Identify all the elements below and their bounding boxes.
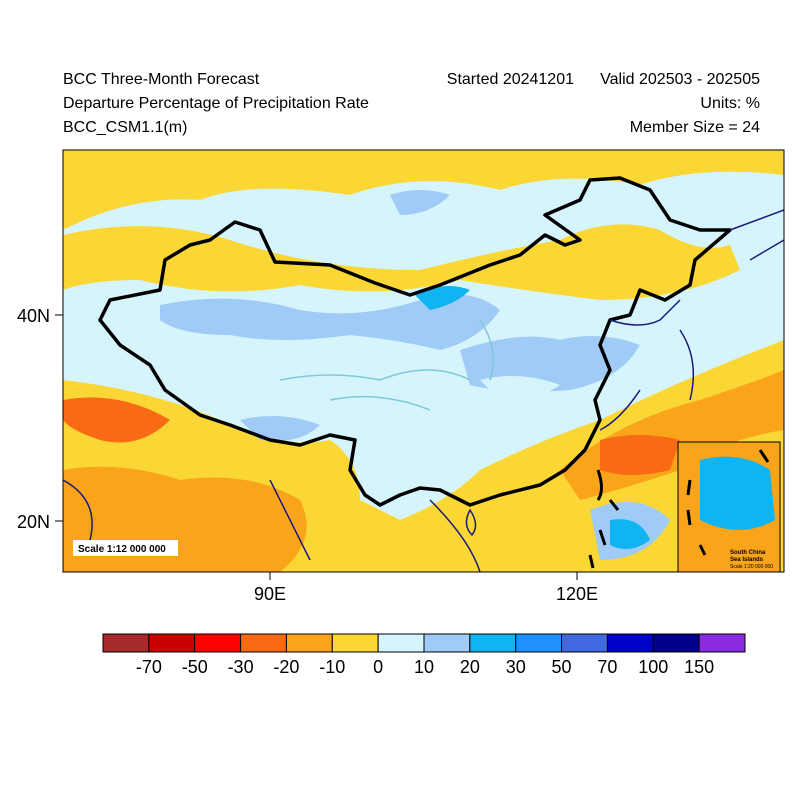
colorbar-box bbox=[377, 633, 425, 653]
map-field: South China Sea Islands Scale 1:20 000 0… bbox=[63, 150, 784, 572]
colorbar-label: -20 bbox=[273, 657, 299, 677]
colorbar-label: -70 bbox=[136, 657, 162, 677]
field-orange bbox=[600, 435, 680, 475]
started: Started 20241201 bbox=[447, 71, 574, 88]
field-yellow bbox=[63, 150, 784, 230]
colorbar-label: -30 bbox=[228, 657, 254, 677]
inset-field bbox=[700, 456, 775, 530]
colorbar-box bbox=[148, 633, 196, 653]
colorbar-box bbox=[194, 633, 242, 653]
colorbar-box bbox=[469, 633, 517, 653]
lon-label: 120E bbox=[556, 584, 598, 604]
colorbar-box bbox=[423, 633, 471, 653]
colorbar-box bbox=[240, 633, 287, 653]
lat-label: 40N bbox=[17, 306, 50, 326]
colorbar-box bbox=[698, 633, 746, 653]
colorbar-label: 20 bbox=[460, 657, 480, 677]
model: BCC_CSM1.1(m) bbox=[63, 119, 187, 136]
lon-label: 90E bbox=[254, 584, 286, 604]
country-border bbox=[98, 176, 732, 507]
ticks bbox=[55, 314, 578, 580]
valid: Valid 202503 - 202505 bbox=[600, 71, 760, 88]
inset-title: Sea Islands bbox=[730, 557, 764, 563]
units: Units: % bbox=[700, 95, 760, 112]
colorbar-box bbox=[102, 633, 150, 653]
colorbar-box bbox=[331, 633, 379, 653]
field-blue bbox=[415, 286, 470, 310]
inset-scale: Scale 1:20 000 000 bbox=[730, 564, 773, 570]
colorbar: -70 -50 -30 -20 -10 0 10 20 30 50 70 100 150 bbox=[102, 633, 746, 677]
colorbar-label: 70 bbox=[597, 657, 617, 677]
member-size: Member Size = 24 bbox=[630, 119, 760, 136]
field-blue bbox=[160, 294, 500, 350]
colorbar-label: 0 bbox=[373, 657, 383, 677]
island bbox=[465, 508, 477, 537]
lat-label: 20N bbox=[17, 512, 50, 532]
map-frame bbox=[62, 149, 785, 573]
scale-label: Scale 1:12 000 000 bbox=[78, 544, 166, 555]
colorbar-label: 50 bbox=[552, 657, 572, 677]
colorbar-box bbox=[652, 633, 700, 653]
colorbar-label: -10 bbox=[319, 657, 345, 677]
island-taiwan bbox=[596, 469, 603, 501]
coastline bbox=[63, 209, 784, 572]
colorbar-box bbox=[515, 633, 563, 653]
field-light bbox=[480, 376, 560, 400]
colorbar-box bbox=[285, 633, 333, 653]
colorbar-label: 10 bbox=[414, 657, 434, 677]
river bbox=[279, 319, 495, 411]
field-blue bbox=[610, 519, 650, 549]
field-blue bbox=[390, 190, 450, 215]
nine-dash-line bbox=[588, 499, 620, 569]
scale-box bbox=[73, 540, 178, 556]
title: BCC Three-Month Forecast bbox=[63, 71, 260, 88]
inset-dashes bbox=[686, 449, 770, 556]
inset-title: South China bbox=[730, 550, 766, 556]
field-orange bbox=[63, 397, 170, 443]
subtitle: Departure Percentage of Precipitation Ra… bbox=[63, 95, 369, 112]
colorbar-label: 100 bbox=[638, 657, 668, 677]
colorbar-label: 150 bbox=[684, 657, 714, 677]
colorbar-label: 30 bbox=[506, 657, 526, 677]
colorbar-box bbox=[606, 633, 654, 653]
colorbar-box bbox=[561, 633, 608, 653]
colorbar-label: -50 bbox=[182, 657, 208, 677]
